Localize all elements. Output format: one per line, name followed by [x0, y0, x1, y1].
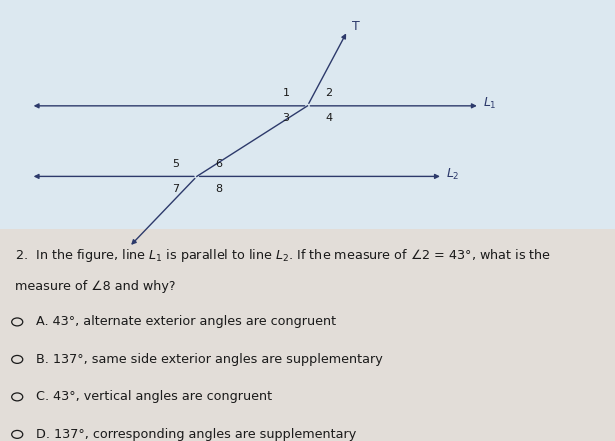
Text: 4: 4 [325, 113, 333, 123]
Text: 3: 3 [282, 113, 290, 123]
Text: 2: 2 [325, 89, 333, 98]
Text: $L_2$: $L_2$ [446, 167, 459, 182]
Text: 2.  In the figure, line $L_1$ is parallel to line $L_2$. If the measure of ∠2 = : 2. In the figure, line $L_1$ is parallel… [15, 247, 552, 264]
Text: B. 137°, same side exterior angles are supplementary: B. 137°, same side exterior angles are s… [36, 353, 383, 366]
FancyBboxPatch shape [0, 229, 615, 441]
Text: measure of ∠8 and why?: measure of ∠8 and why? [15, 280, 176, 293]
Text: A. 43°, alternate exterior angles are congruent: A. 43°, alternate exterior angles are co… [36, 315, 336, 329]
Text: 1: 1 [282, 89, 290, 98]
Text: T: T [352, 20, 360, 33]
Text: 5: 5 [172, 159, 179, 169]
Text: 8: 8 [215, 184, 222, 194]
Text: $L_1$: $L_1$ [483, 96, 496, 111]
Text: 6: 6 [215, 159, 222, 169]
Text: C. 43°, vertical angles are congruent: C. 43°, vertical angles are congruent [36, 390, 272, 404]
FancyBboxPatch shape [0, 0, 615, 229]
Text: D. 137°, corresponding angles are supplementary: D. 137°, corresponding angles are supple… [36, 428, 356, 441]
Text: 7: 7 [172, 184, 179, 194]
